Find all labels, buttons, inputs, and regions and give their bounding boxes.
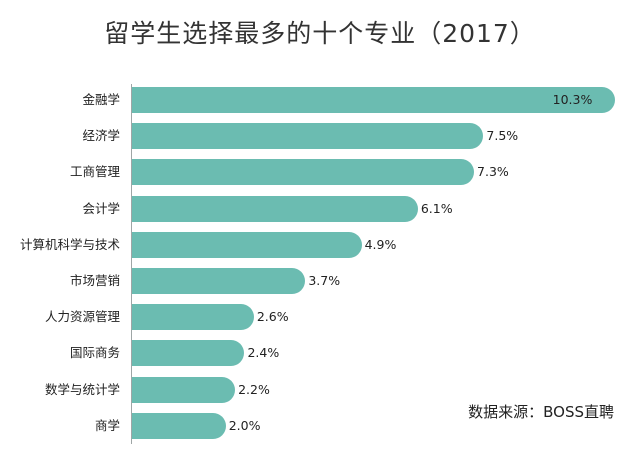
y-tick-label: 工商管理 <box>69 164 120 180</box>
source-note: 数据来源：BOSS直聘 <box>468 403 614 421</box>
bar-chart: 金融学 10.3% 经济学 7.5% 工商管理 7.3% 会计学 6.1% 计算机科学与技术 4.… <box>0 72 640 454</box>
data-label: 3.7% <box>308 273 341 288</box>
y-tick-label: 国际商务 <box>69 345 120 361</box>
bar <box>132 376 236 403</box>
bar <box>132 195 418 222</box>
data-label: 7.5% <box>486 128 519 144</box>
y-tick-label: 经济学 <box>82 128 120 144</box>
bar <box>132 159 475 186</box>
y-tick-label: 金融学 <box>82 92 120 107</box>
data-label: 2.6% <box>256 309 289 325</box>
y-tick-label: 数学与统计学 <box>44 381 120 397</box>
data-label: 2.4% <box>247 345 280 361</box>
chart-title: 留学生选择最多的十个专业（2017） <box>104 19 536 48</box>
bar <box>132 268 306 294</box>
bar <box>132 340 245 367</box>
bar <box>132 412 226 439</box>
data-label: 6.1% <box>420 200 453 216</box>
data-label: 7.3% <box>477 164 509 180</box>
bar <box>132 304 254 331</box>
data-label: 2.0% <box>228 417 261 433</box>
y-tick-label: 计算机科学与技术 <box>19 236 120 252</box>
y-tick-label: 商学 <box>94 417 120 433</box>
bar <box>132 231 362 258</box>
data-label: 4.9% <box>364 236 397 252</box>
bar <box>132 87 615 113</box>
y-tick-label: 会计学 <box>82 200 120 216</box>
y-tick-label: 市场营销 <box>69 273 120 288</box>
data-label: 2.2% <box>238 381 270 397</box>
y-tick-label: 人力资源管理 <box>44 309 120 325</box>
data-label: 10.3% <box>552 92 593 107</box>
bar <box>132 123 484 150</box>
y-axis-line <box>131 84 132 444</box>
